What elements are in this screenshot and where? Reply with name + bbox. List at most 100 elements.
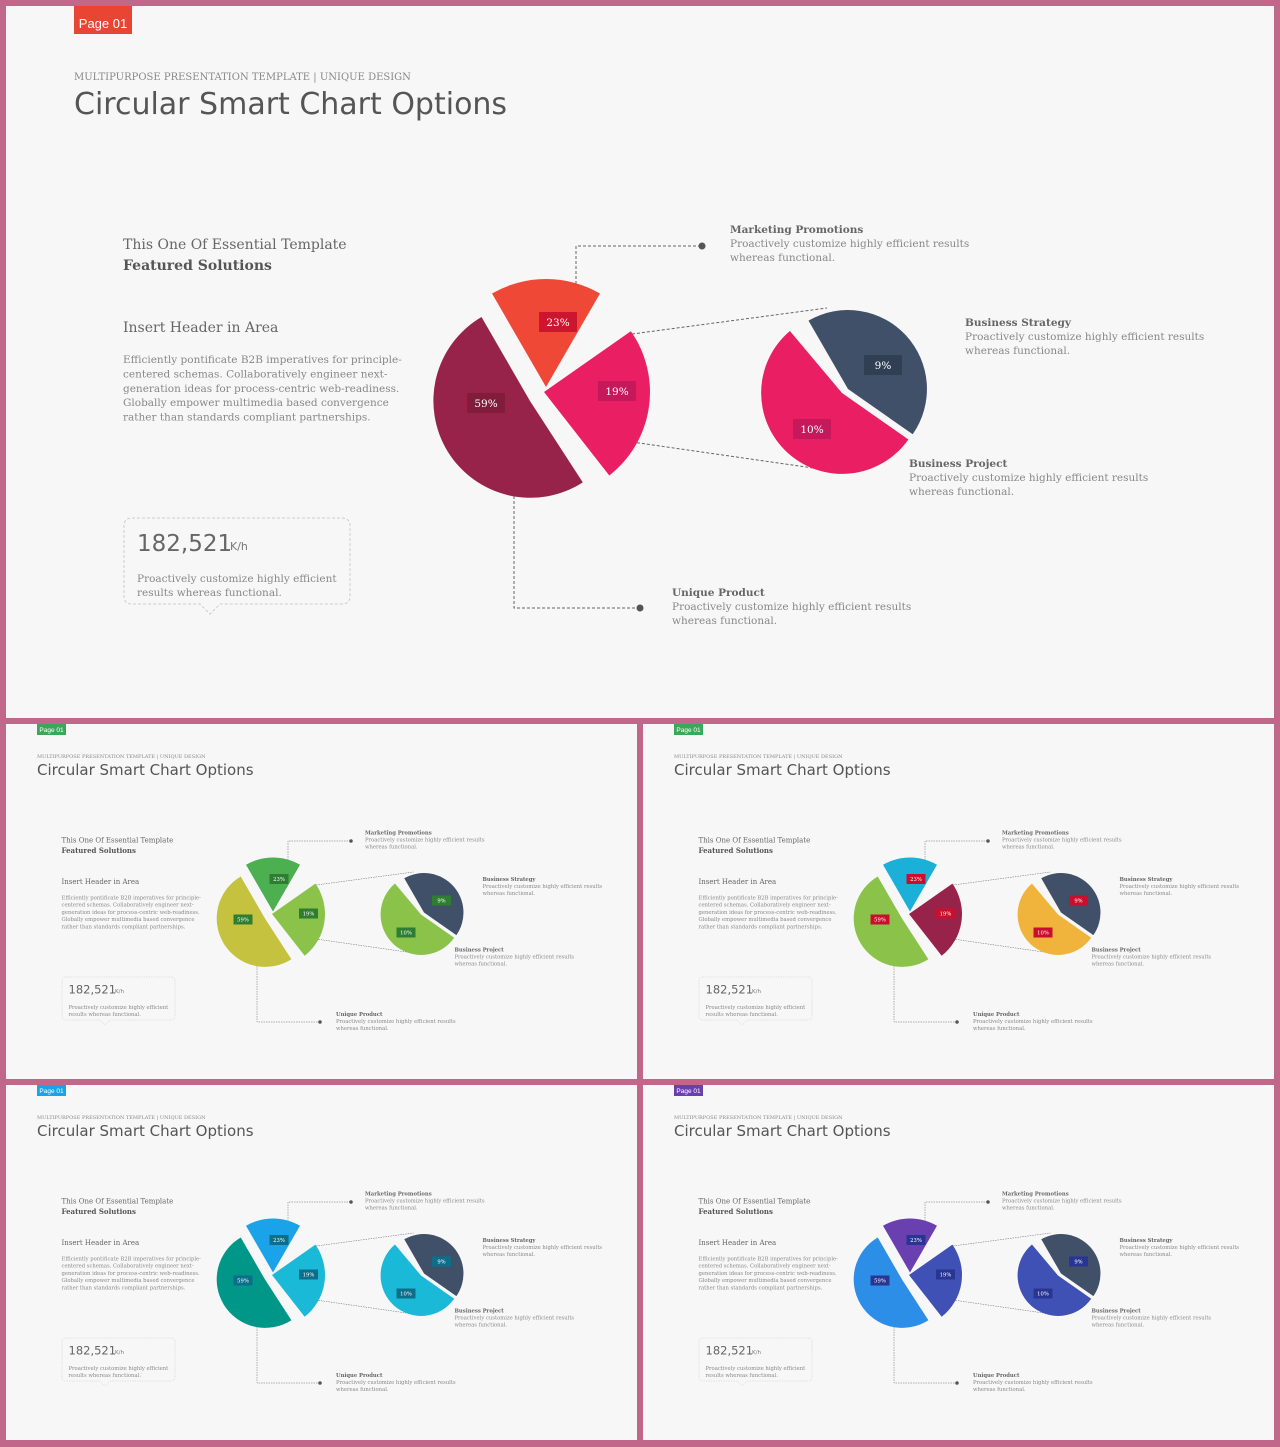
callout-title-project: Business Project — [1092, 948, 1142, 954]
slice-label: 9% — [875, 360, 892, 372]
main-pie-slice-23[interactable] — [246, 857, 300, 912]
connector-dot — [955, 1020, 959, 1024]
callout-text-project: Proactively customize highly efficient r… — [455, 955, 575, 961]
callout-text-unique: Proactively customize highly efficient r… — [672, 601, 911, 613]
slide-1[interactable]: Page 01 MULTIPURPOSE PRESENTATION TEMPLAT… — [6, 6, 1274, 718]
slice-label-bg — [299, 908, 318, 919]
section-header: Insert Header in Area — [699, 878, 777, 886]
callout-title-project: Business Project — [455, 1309, 505, 1315]
callout-title-strategy: Business Strategy — [965, 317, 1072, 329]
connector-unique — [256, 1327, 320, 1384]
slice-label: 10% — [400, 1292, 412, 1298]
page-title: Circular Smart Chart Options — [37, 761, 254, 779]
body-text-line: centered schemas. Collaboratively engine… — [62, 903, 194, 909]
callout-text-strategy: whereas functional. — [965, 345, 1070, 357]
main-pie-slice-59[interactable] — [433, 317, 583, 498]
callout-text-unique: Proactively customize highly efficient r… — [336, 1380, 456, 1386]
callout-title-strategy: Business Strategy — [1120, 1238, 1174, 1244]
stat-unit: K/h — [115, 1350, 124, 1356]
stat-description-line: Proactively customize highly efficient — [706, 1005, 807, 1011]
main-pie-slice-19[interactable] — [544, 331, 650, 476]
slice-label-bg — [598, 381, 636, 401]
connector-dot — [349, 839, 353, 843]
connector-unique — [893, 966, 957, 1023]
body-text-line: generation ideas for process-centric web… — [62, 910, 200, 916]
callout-text-project: Proactively customize highly efficient r… — [1092, 955, 1212, 961]
slice-label-bg — [793, 419, 831, 439]
callout-text-strategy: whereas functional. — [483, 891, 536, 897]
callout-text-strategy: whereas functional. — [1120, 891, 1173, 897]
body-text-line: Globally empower multimedia based conver… — [699, 1278, 832, 1284]
intro-line-1: This One Of Essential Template — [699, 1198, 811, 1206]
main-pie-slice-19[interactable] — [909, 883, 962, 956]
slice-label-bg — [906, 874, 926, 884]
section-header: Insert Header in Area — [699, 1239, 777, 1247]
callout-text-project: Proactively customize highly efficient r… — [1092, 1316, 1212, 1322]
main-pie-slice-59[interactable] — [853, 1237, 929, 1328]
page-badge — [37, 724, 66, 735]
callout-text-strategy: Proactively customize highly efficient r… — [1120, 1245, 1240, 1251]
callout-text-strategy: Proactively customize highly efficient r… — [483, 884, 603, 890]
stat-description-line: Proactively customize highly efficient — [137, 573, 337, 585]
main-pie-slice-23[interactable] — [492, 279, 600, 387]
callout-text-marketing: whereas functional. — [730, 252, 835, 264]
kicker-text: MULTIPURPOSE PRESENTATION TEMPLATE | UNI… — [74, 72, 411, 83]
slice-label: 19% — [303, 912, 315, 918]
slide-5[interactable]: Page 01 MULTIPURPOSE PRESENTATION TEMPLAT… — [643, 1085, 1274, 1440]
main-pie-slice-59[interactable] — [853, 876, 929, 967]
slice-label: 59% — [874, 918, 886, 924]
slice-label-bg — [539, 312, 577, 332]
body-text-line: Globally empower multimedia based conver… — [62, 1278, 195, 1284]
slice-label: 59% — [874, 1279, 886, 1285]
body-text-line: rather than standards compliant partners… — [123, 412, 371, 424]
callout-title-unique: Unique Product — [336, 1012, 383, 1018]
slice-label: 59% — [474, 398, 497, 410]
connector-zoom-top — [315, 1232, 414, 1247]
callout-text-project: Proactively customize highly efficient r… — [909, 472, 1148, 484]
callout-title-project: Business Project — [909, 458, 1008, 470]
callout-text-marketing: whereas functional. — [1002, 1206, 1055, 1212]
slide-canvas: Page 01 MULTIPURPOSE PRESENTATION TEMPLAT… — [674, 724, 1239, 1032]
connector-unique — [513, 496, 640, 609]
slice-label-bg — [396, 1288, 416, 1299]
main-pie-slice-23[interactable] — [883, 1218, 937, 1273]
page-title: Circular Smart Chart Options — [674, 1122, 891, 1140]
intro-line-1: This One Of Essential Template — [62, 1198, 174, 1206]
main-pie-slice-23[interactable] — [246, 1218, 300, 1273]
slice-label: 9% — [1074, 899, 1082, 905]
slice-label: 19% — [940, 1273, 952, 1279]
slice-label: 59% — [237, 918, 249, 924]
stat-description-line: results whereas functional. — [69, 1012, 142, 1018]
slide-2[interactable]: Page 01 MULTIPURPOSE PRESENTATION TEMPLAT… — [6, 724, 637, 1079]
callout-text-project: whereas functional. — [455, 1323, 508, 1329]
stat-description-line: Proactively customize highly efficient — [706, 1366, 807, 1372]
slide-canvas: Page 01 MULTIPURPOSE PRESENTATION TEMPLAT… — [37, 724, 603, 1032]
main-pie-slice-23[interactable] — [883, 857, 937, 912]
slice-label: 23% — [910, 1238, 922, 1244]
body-text-line: Globally empower multimedia based conver… — [62, 917, 195, 923]
main-pie-slice-59[interactable] — [216, 876, 292, 967]
slice-label-bg — [906, 1235, 926, 1245]
page-title: Circular Smart Chart Options — [674, 761, 891, 779]
callout-title-strategy: Business Strategy — [483, 877, 537, 883]
page-badge-label: Page 01 — [79, 16, 127, 31]
slide-3[interactable]: Page 01 MULTIPURPOSE PRESENTATION TEMPLAT… — [643, 724, 1274, 1079]
callout-title-marketing: Marketing Promotions — [730, 224, 863, 236]
callout-title-unique: Unique Product — [973, 1012, 1020, 1018]
slice-label-bg — [432, 1256, 451, 1267]
page-badge-label: Page 01 — [676, 1088, 701, 1095]
callout-text-project: whereas functional. — [909, 486, 1014, 498]
intro-line-1: This One Of Essential Template — [699, 837, 811, 845]
body-text-line: generation ideas for process-centric web… — [62, 1271, 200, 1277]
callout-text-project: whereas functional. — [455, 962, 508, 968]
main-pie-slice-59[interactable] — [216, 1237, 292, 1328]
callout-text-project: Proactively customize highly efficient r… — [455, 1316, 575, 1322]
slide-4[interactable]: Page 01 MULTIPURPOSE PRESENTATION TEMPLAT… — [6, 1085, 637, 1440]
main-pie-slice-19[interactable] — [272, 883, 325, 956]
callout-text-unique: whereas functional. — [672, 615, 777, 627]
main-pie-slice-19[interactable] — [272, 1244, 325, 1317]
callout-text-project: whereas functional. — [1092, 962, 1145, 968]
slice-label-bg — [396, 927, 416, 938]
kicker-text: MULTIPURPOSE PRESENTATION TEMPLATE | UNI… — [674, 754, 843, 760]
main-pie-slice-19[interactable] — [909, 1244, 962, 1317]
